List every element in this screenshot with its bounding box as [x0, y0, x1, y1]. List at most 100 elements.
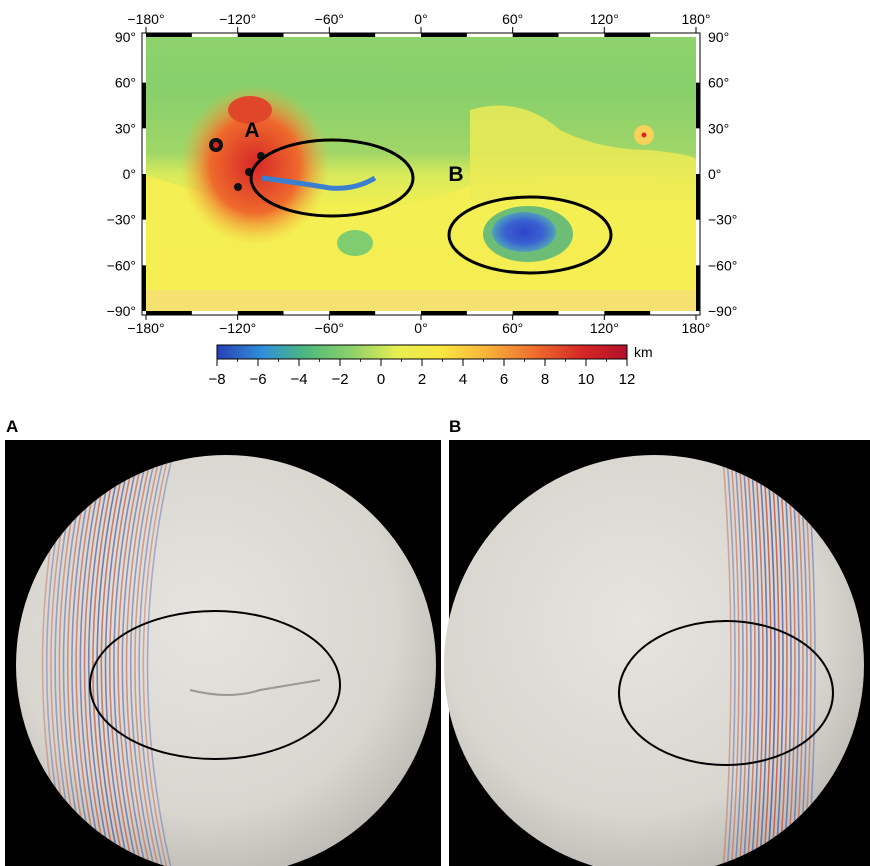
wave-stripe — [769, 455, 780, 866]
wave-stripe — [757, 455, 768, 866]
topography-map: A B −180° −120° −60° 0° 60° 120° 180° −180° −12… — [107, 11, 738, 336]
lon-tick-label-top: 120° — [590, 11, 619, 27]
colorbar-tick-label: −2 — [331, 371, 348, 388]
region-label-b: B — [448, 163, 463, 186]
alba-mons — [228, 96, 272, 124]
frame-bar-left — [142, 82, 146, 129]
lon-tick-label-top: 0° — [414, 11, 427, 27]
wave-stripe — [96, 455, 126, 866]
frame-bar-bottom — [604, 311, 651, 315]
wave-stripe — [729, 455, 740, 866]
lat-tick-label-left: −60° — [107, 257, 136, 273]
wave-stripe — [773, 455, 784, 866]
colorbar-tick-label: −6 — [249, 371, 266, 388]
frame-bar-bottom — [146, 311, 192, 315]
lon-tick-label-top: 60° — [502, 11, 523, 27]
lat-tick-label-left: 90° — [115, 29, 136, 45]
arsia-mons — [234, 183, 242, 191]
frame-bar-top — [237, 33, 284, 37]
lon-tick-label-bottom: −60° — [315, 320, 344, 336]
lat-tick-label-left: 30° — [115, 120, 136, 136]
colorbar-tick-label: 10 — [578, 371, 595, 388]
frame-bar-left — [142, 265, 146, 311]
frame-bar-right — [696, 82, 700, 129]
region-a-ellipse — [249, 138, 415, 218]
wave-stripe — [92, 455, 122, 866]
wave-stripe — [121, 455, 151, 866]
lat-tick-label-right: 60° — [708, 75, 729, 91]
lon-tick-label-bottom: 120° — [590, 320, 619, 336]
wave-stripe — [749, 455, 760, 866]
wave-stripe — [134, 455, 164, 866]
colorbar: km −8 −6 −4 −2 0 2 4 6 8 10 12 — [208, 344, 652, 388]
frame-bar-top — [421, 33, 467, 37]
lon-tick-label-top: −120° — [219, 11, 256, 27]
frame-bar-bottom — [421, 311, 467, 315]
map-frame-graticule-bars — [142, 33, 700, 315]
wave-stripe — [142, 455, 172, 866]
wave-stripe — [781, 455, 792, 866]
lon-tick-label-top: −180° — [127, 11, 164, 27]
frame-bar-bottom — [329, 311, 376, 315]
colorbar-tick-label: −8 — [208, 371, 225, 388]
colorbar-tick-label: 12 — [619, 371, 636, 388]
panel-a-canyon — [189, 679, 321, 696]
lon-tick-label-bottom: 60° — [502, 320, 523, 336]
panel-b-sphere — [444, 455, 864, 866]
wave-stripe — [737, 455, 748, 866]
wave-stripe — [745, 455, 756, 866]
frame-bar-top — [146, 33, 192, 37]
colorbar-tick-label: 6 — [500, 371, 508, 388]
frame-bar-left — [142, 174, 146, 220]
region-b-ellipse — [447, 195, 613, 275]
region-label-a: A — [244, 119, 259, 142]
colorbar-tick-label: 4 — [459, 371, 467, 388]
wave-stripe — [138, 455, 168, 866]
wave-stripe — [113, 455, 143, 866]
wave-stripe — [777, 455, 788, 866]
panel-label-b: B — [449, 417, 461, 436]
frame-bar-top — [329, 33, 376, 37]
wave-stripe — [761, 455, 772, 866]
longitude-ticks-bottom: −180° −120° −60° 0° 60° 120° 180° — [127, 315, 710, 336]
colorbar-tick-label: 0 — [377, 371, 385, 388]
lat-tick-label-left: 60° — [115, 75, 136, 91]
frame-bar-bottom — [512, 311, 559, 315]
wave-stripe — [79, 455, 109, 866]
wave-stripe — [117, 455, 147, 866]
frame-bar-top — [512, 33, 559, 37]
wave-stripe — [100, 455, 130, 866]
wave-stripe — [125, 455, 155, 866]
wave-stripe — [75, 455, 105, 866]
wave-stripe — [87, 455, 117, 866]
southern-highlands — [146, 175, 696, 311]
latitude-ticks-left: 90° 60° 30° 0° −30° −60° −90° — [107, 29, 136, 319]
argyre-basin — [337, 230, 373, 256]
wave-stripe — [733, 455, 744, 866]
wave-stripe — [108, 455, 138, 866]
latitude-ticks-right: 90° 60° 30° 0° −30° −60° −90° — [708, 29, 737, 319]
lat-tick-label-right: 90° — [708, 29, 729, 45]
wave-stripe — [765, 455, 776, 866]
wave-stripe — [104, 455, 134, 866]
colorbar-ticks: −8 −6 −4 −2 0 2 4 6 8 10 12 — [208, 359, 635, 388]
panel-a-ellipse — [89, 610, 341, 760]
lon-tick-label-bottom: −180° — [127, 320, 164, 336]
valles-marineris — [261, 175, 377, 191]
lat-tick-label-left: −30° — [107, 212, 136, 228]
panel-label-a: A — [6, 417, 18, 436]
wave-stripe — [146, 455, 176, 866]
lat-tick-label-right: −30° — [708, 212, 737, 228]
wave-stripe — [83, 455, 113, 866]
wave-stripe — [129, 455, 159, 866]
colorbar-gradient — [216, 344, 628, 360]
panel-b-ellipse — [618, 620, 834, 766]
lat-tick-label-right: −60° — [708, 257, 737, 273]
lat-tick-label-right: 30° — [708, 120, 729, 136]
lat-tick-label-right: −90° — [708, 303, 737, 319]
hellas-basin — [492, 212, 556, 252]
lon-tick-label-bottom: −120° — [219, 320, 256, 336]
arabia-terra — [470, 105, 696, 200]
lat-tick-label-right: 0° — [708, 166, 721, 182]
lon-tick-label-bottom: 180° — [682, 320, 711, 336]
